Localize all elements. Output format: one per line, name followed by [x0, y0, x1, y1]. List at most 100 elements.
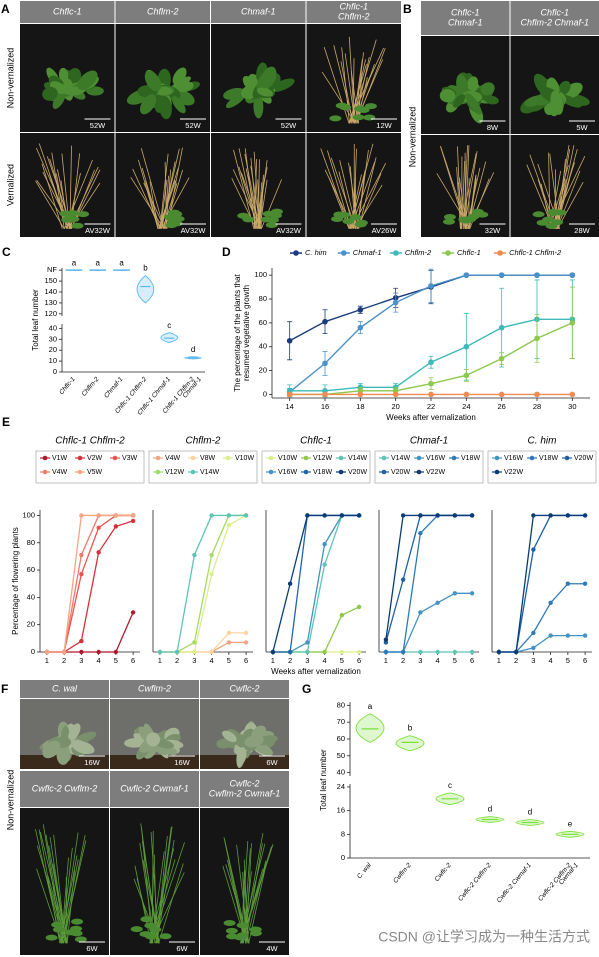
point	[498, 324, 505, 331]
legend-marker	[338, 469, 344, 475]
legend-marker	[445, 250, 451, 256]
leaf	[550, 90, 564, 115]
leaf	[68, 68, 82, 84]
column-header	[110, 771, 199, 807]
legend-marker	[42, 455, 48, 461]
point	[418, 531, 423, 536]
column-title: C. wal	[52, 683, 78, 693]
x-tick-label: 24	[462, 402, 470, 411]
column-header	[20, 680, 109, 698]
legend-label: V16W	[426, 455, 445, 462]
leaf	[465, 93, 482, 115]
leaf	[542, 216, 555, 223]
x-tick-label: 3	[79, 656, 83, 665]
photo-label: 5W	[576, 123, 588, 132]
photo: 52W	[115, 24, 210, 132]
column-title: Cwflc-2	[229, 683, 259, 693]
x-tick-label: 2	[175, 656, 179, 665]
point	[286, 391, 293, 398]
leaf	[357, 106, 370, 113]
photo-label: 16W	[84, 758, 100, 767]
significance-letter: a	[119, 258, 124, 267]
photo: 12W	[306, 24, 401, 132]
photo-label: AV32W	[181, 226, 207, 235]
x-tick-label: 5	[453, 656, 457, 665]
legend-label: V14W	[348, 455, 367, 462]
x-tick-label: Chflc-1	[58, 376, 77, 397]
photo: AV32W	[115, 133, 210, 237]
point	[383, 649, 389, 655]
point	[383, 637, 389, 642]
point	[418, 649, 423, 655]
point	[96, 550, 101, 555]
panel-letter: E	[2, 415, 10, 429]
column-header	[421, 1, 510, 35]
point	[565, 513, 571, 518]
point	[582, 633, 588, 638]
y-tick-label: 0	[341, 853, 345, 862]
watermark: CSDN @让学习成为一种生活方式	[378, 929, 590, 945]
legend-marker	[268, 455, 274, 461]
legend-marker	[338, 455, 344, 461]
point	[498, 272, 505, 278]
x-tick-label: 6	[357, 656, 361, 665]
point	[209, 649, 214, 655]
line	[46, 612, 134, 653]
column-header	[20, 771, 109, 807]
point	[305, 640, 310, 645]
point	[322, 318, 328, 325]
leaf	[59, 210, 72, 217]
column-title: Cwflc-2	[229, 778, 259, 788]
y-tick-label: 80	[337, 700, 345, 709]
leaf	[262, 210, 275, 217]
x-tick-label: 4	[549, 656, 553, 665]
stem	[352, 58, 355, 124]
leaf	[363, 114, 376, 121]
column-header	[510, 1, 599, 35]
point	[569, 391, 576, 398]
photo-label: 12W	[376, 121, 392, 130]
stem	[321, 71, 356, 124]
column-title: Chflm-2	[338, 11, 370, 21]
point	[130, 518, 136, 524]
photo: AV26W	[306, 133, 401, 237]
y-axis-label: The percentage of the plants that	[233, 274, 242, 392]
point	[322, 541, 327, 547]
x-tick-label: 6	[470, 656, 474, 665]
legend-marker	[494, 469, 500, 475]
y-tick-label: NF	[47, 265, 57, 274]
legend-marker	[190, 455, 196, 461]
stem	[354, 59, 384, 124]
point	[400, 649, 406, 655]
point	[339, 612, 345, 618]
point	[287, 649, 293, 655]
x-tick-label: 2	[62, 656, 66, 665]
legend-label: V5W	[87, 469, 103, 476]
y-tick-label: 70	[337, 717, 345, 726]
leaf	[244, 734, 264, 748]
leaf	[63, 215, 76, 222]
legend-label: V10W	[278, 455, 297, 462]
leaf	[165, 222, 178, 229]
x-tick-label: 3	[305, 656, 309, 665]
point	[192, 552, 197, 558]
y-tick-label: 80	[27, 538, 35, 547]
panel-letter: A	[1, 2, 10, 16]
photo-label: 6W	[266, 758, 278, 767]
y-tick-label: 0	[53, 367, 57, 376]
x-tick-label: 5	[340, 656, 344, 665]
leaf	[439, 88, 456, 103]
stem	[140, 148, 165, 229]
y-tick-label: 16	[337, 806, 345, 815]
legend-label: V14W	[200, 469, 219, 476]
line	[385, 514, 473, 643]
point	[392, 299, 399, 306]
x-tick-label: 14	[285, 402, 293, 411]
photo-label: 52W	[281, 121, 297, 130]
photo: 8W	[421, 36, 510, 134]
leaf	[443, 213, 456, 220]
leaf	[52, 89, 66, 109]
x-tick-label: 18	[356, 402, 364, 411]
leaf	[238, 747, 247, 764]
